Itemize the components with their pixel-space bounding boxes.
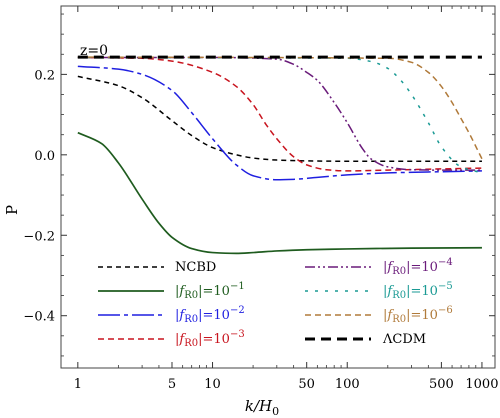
plot-frame [60, 5, 496, 369]
x-tick-label: 100 [335, 377, 360, 392]
series-line-5 [77, 56, 482, 171]
legend-label-7: |fR0|=10−6 [383, 305, 453, 325]
legend: NCBD |fR0|=10−1 |fR0|=10−2 |fR0|=10−3 |fR0|=… [98, 257, 453, 349]
legend-label-5: |fR0|=10−4 [383, 257, 453, 277]
x-tick-label: 1000 [465, 377, 498, 392]
ticks: 1 5 10 50 100 500 1000 −0.4 −0.2 0.0 0.2 [23, 6, 498, 392]
series-line-3 [77, 65, 482, 181]
series-line-2 [77, 131, 482, 255]
y-axis-title: P [3, 205, 21, 215]
x-tick-label: 10 [204, 377, 221, 392]
legend-label-8: ΛCDM [382, 332, 426, 347]
y-tick-label: 0.0 [34, 149, 55, 164]
x-tick-label: 50 [298, 377, 315, 392]
annotation-label: z=0 [80, 43, 108, 59]
y-tick-label: 0.2 [34, 68, 55, 83]
series-layer [77, 55, 483, 255]
y-tick-label: −0.4 [23, 310, 55, 325]
x-tick-label: 5 [168, 377, 176, 392]
series-line-1 [77, 75, 482, 163]
x-tick-label: 500 [429, 377, 454, 392]
series-line-4 [77, 56, 482, 172]
legend-label-2: |fR0|=10−1 [175, 281, 245, 301]
series-line-7 [77, 56, 483, 160]
legend-label-4: |fR0|=10−3 [175, 329, 245, 349]
legend-label-3: |fR0|=10−2 [175, 305, 245, 325]
legend-label-6: |fR0|=10−5 [383, 281, 453, 301]
x-axis-title: k/H0 [245, 397, 279, 418]
series-line-6 [77, 56, 483, 174]
x-tick-label: 1 [74, 377, 82, 392]
y-tick-label: −0.2 [23, 229, 55, 244]
legend-label-1: NCBD [175, 260, 216, 275]
